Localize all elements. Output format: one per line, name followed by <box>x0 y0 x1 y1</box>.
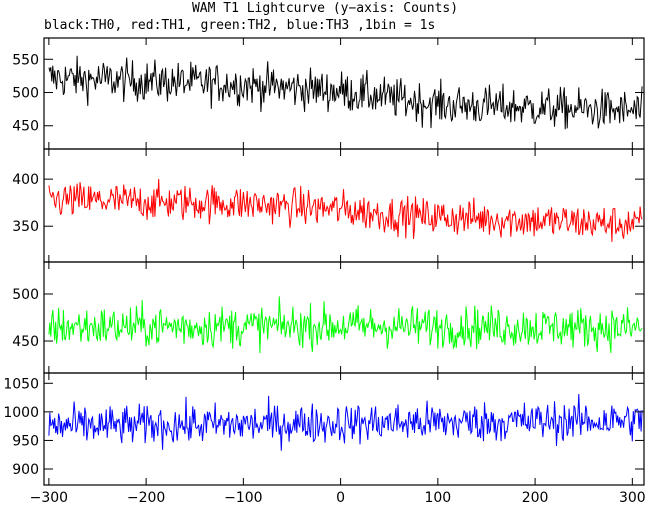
y-tick-label: 450 <box>12 334 39 350</box>
x-tick-label: 100 <box>424 490 451 505</box>
x-tick-label: 300 <box>619 490 646 505</box>
y-tick-label: 1000 <box>3 405 39 421</box>
y-tick-label: 500 <box>12 287 39 303</box>
y-tick-label: 500 <box>12 86 39 102</box>
y-tick-label: 1050 <box>3 376 39 392</box>
y-tick-label: 400 <box>12 172 39 188</box>
series-line-th0 <box>48 55 643 130</box>
x-tick-label: −100 <box>224 490 262 505</box>
y-tick-label: 900 <box>12 462 39 478</box>
y-tick-label: 350 <box>12 219 39 235</box>
series-line-th2 <box>48 296 643 354</box>
x-tick-label: 0 <box>336 490 345 505</box>
x-tick-label: 200 <box>522 490 549 505</box>
chart-subtitle: black:TH0, red:TH1, green:TH2, blue:TH3 … <box>44 18 436 33</box>
chart-title: WAM T1 Lightcurve (y−axis: Counts) <box>191 1 459 16</box>
series-line-th1 <box>48 178 643 242</box>
x-tick-label: −300 <box>30 490 68 505</box>
y-tick-label: 450 <box>12 119 39 135</box>
y-tick-label: 550 <box>12 52 39 68</box>
series-line-th3 <box>48 393 643 451</box>
y-tick-label: 950 <box>12 433 39 449</box>
panel-frame-th3 <box>43 372 645 486</box>
x-tick-label: −200 <box>127 490 165 505</box>
